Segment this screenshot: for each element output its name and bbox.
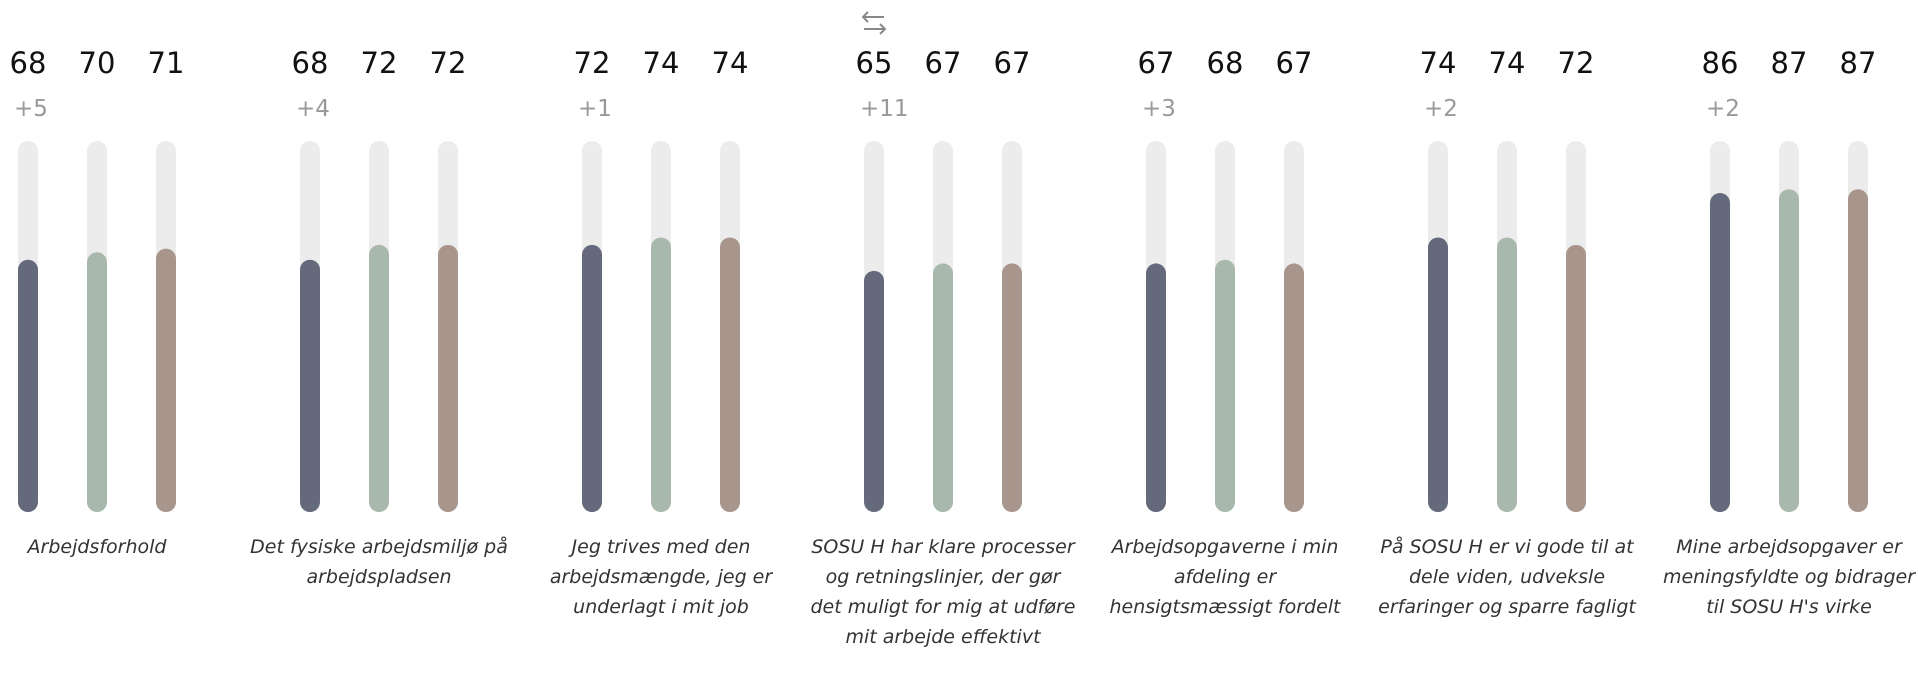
value-label: 67 [924,46,962,80]
bar [1710,192,1730,512]
value-label: 72 [573,46,611,80]
value-label: 72 [1557,46,1595,80]
value-label: 87 [1839,46,1877,80]
bar [156,248,176,512]
group-label: Arbejdsforhold [27,536,167,558]
bar [1566,244,1586,512]
bar [300,259,320,512]
bar [18,259,38,512]
value-label: 87 [1770,46,1808,80]
value-label: 74 [1419,46,1457,80]
group-label: Det fysiske arbejdsmiljø på arbejdsplads… [250,536,508,588]
change-label: +5 [14,96,48,122]
change-label: +1 [578,96,612,122]
value-label: 74 [711,46,749,80]
value-label: 67 [993,46,1031,80]
value-label: 72 [360,46,398,80]
bar [1215,259,1235,512]
swap-icon[interactable] [861,11,887,35]
bar [87,252,107,513]
bar [1497,237,1517,512]
value-label: 67 [1137,46,1175,80]
value-label: 68 [291,46,329,80]
value-label: 72 [429,46,467,80]
value-label: 86 [1701,46,1739,80]
group-label: På SOSU H er vi gode til at dele viden, … [1378,536,1636,618]
bar [1428,237,1448,512]
bar [651,237,671,512]
value-label: 74 [1488,46,1526,80]
change-label: +2 [1706,96,1740,122]
value-label: 74 [642,46,680,80]
bar [1002,263,1022,512]
bar [1284,263,1304,512]
group-label: Jeg trives med den arbejdsmængde, jeg er… [549,536,773,618]
group-label: Arbejdsopgaverne i min afdeling er hensi… [1109,536,1341,618]
bar [1848,189,1868,513]
group-label: Mine arbejdsopgaver er meningsfyldte og … [1662,536,1916,618]
bar [369,244,389,512]
group-label: SOSU H har klare processer og retningsli… [810,536,1076,648]
bar [1779,189,1799,513]
change-label: +3 [1142,96,1176,122]
change-label: +11 [860,96,909,122]
bar [864,270,884,512]
bar [933,263,953,512]
bar [582,244,602,512]
value-label: 68 [9,46,47,80]
bar [438,244,458,512]
value-label: 71 [147,46,185,80]
value-label: 70 [78,46,116,80]
change-label: +2 [1424,96,1458,122]
value-label: 67 [1275,46,1313,80]
value-label: 68 [1206,46,1244,80]
bar [720,237,740,512]
change-label: +4 [296,96,330,122]
bar [1146,263,1166,512]
value-label: 65 [855,46,893,80]
